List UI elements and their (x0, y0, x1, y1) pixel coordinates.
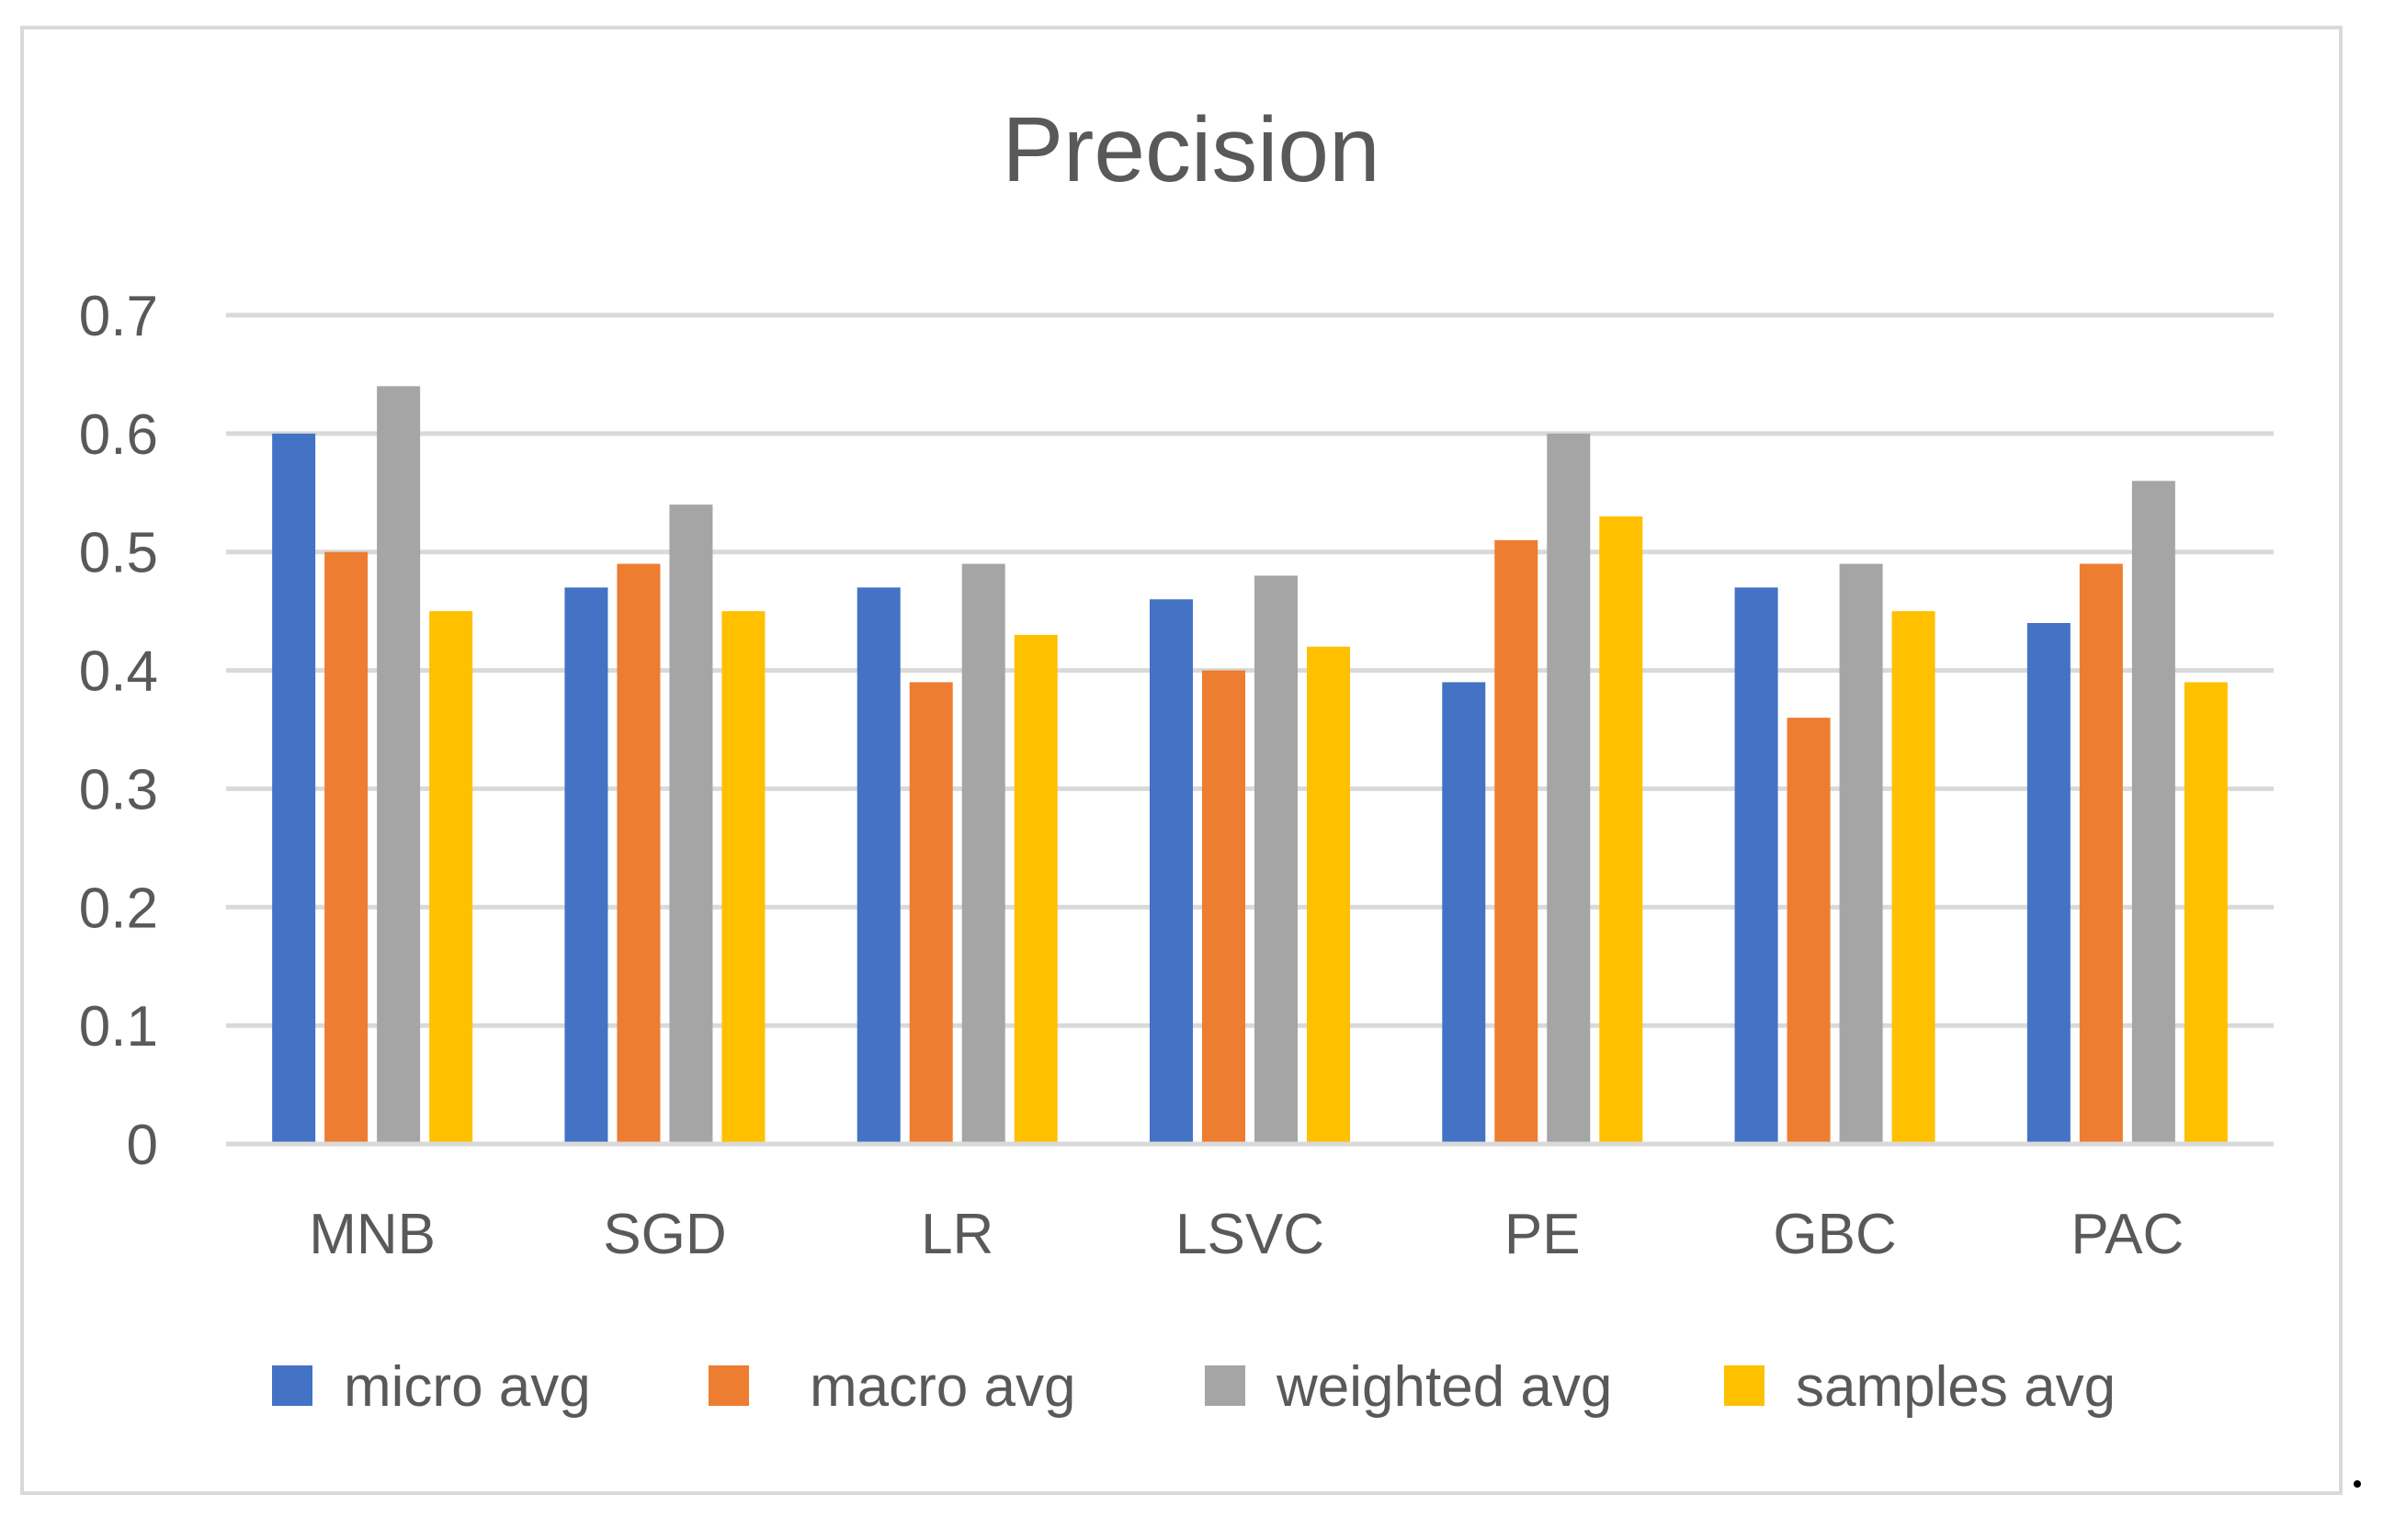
bar-pac-weighted-avg (2131, 481, 2175, 1144)
legend-swatch-macro-avg (709, 1365, 749, 1406)
bar-mnb-micro-avg (272, 433, 316, 1144)
x-category-label: LSVC (1175, 1203, 1324, 1266)
x-category-label: PAC (2071, 1203, 2184, 1266)
x-category-label: PE (1504, 1203, 1581, 1266)
bar-pac-micro-avg (2026, 623, 2071, 1144)
gridlines (226, 312, 2274, 1147)
chart-title: Precision (1002, 98, 1379, 201)
legend-swatch-weighted-avg (1205, 1365, 1245, 1406)
bar-lsvc-weighted-avg (1254, 575, 1298, 1144)
legend-label: samples avg (1796, 1355, 2116, 1419)
legend-swatch-micro-avg (272, 1365, 312, 1406)
bar-lr-samples-avg (1014, 634, 1058, 1144)
bar-gbc-weighted-avg (1839, 563, 1883, 1144)
bar-gbc-samples-avg (1891, 611, 1935, 1144)
bar-gbc-macro-avg (1787, 718, 1831, 1144)
legend: micro avg macro avg weighted avg samples av… (272, 1355, 2116, 1419)
y-axis-ticks: 0 0.1 0.2 0.3 0.4 0.5 0.6 0.7 (79, 285, 158, 1177)
bar-pe-micro-avg (1442, 682, 1486, 1144)
bar-lr-macro-avg (909, 682, 953, 1144)
bar-gbc-micro-avg (1734, 587, 1778, 1144)
x-category-label: GBC (1773, 1203, 1896, 1266)
y-tick-label: 0.5 (79, 522, 158, 585)
bar-pac-samples-avg (2184, 682, 2228, 1144)
bar-mnb-weighted-avg (377, 386, 421, 1144)
y-tick-label: 0 (127, 1114, 158, 1177)
x-category-label: SGD (603, 1203, 726, 1266)
y-tick-label: 0.4 (79, 640, 158, 704)
y-tick-label: 0.1 (79, 995, 158, 1059)
y-tick-label: 0.7 (79, 285, 158, 348)
bar-sgd-macro-avg (617, 563, 661, 1144)
bar-lsvc-micro-avg (1150, 599, 1193, 1144)
x-category-label: LR (921, 1203, 993, 1266)
bar-sgd-micro-avg (564, 587, 608, 1144)
bar-pe-samples-avg (1599, 516, 1643, 1144)
bars (226, 386, 2274, 1147)
bar-mnb-macro-avg (324, 551, 369, 1144)
bar-lr-micro-avg (857, 587, 901, 1144)
x-category-label: MNB (309, 1203, 436, 1266)
legend-label: weighted avg (1276, 1355, 1612, 1419)
legend-swatch-samples-avg (1724, 1365, 1765, 1406)
bar-lsvc-samples-avg (1307, 646, 1350, 1144)
bar-mnb-samples-avg (429, 611, 473, 1144)
y-tick-label: 0.3 (79, 758, 158, 821)
trailing-dot (2354, 1480, 2361, 1488)
bar-lsvc-macro-avg (1202, 670, 1245, 1144)
legend-label: micro avg (344, 1355, 591, 1419)
legend-label: macro avg (810, 1355, 1075, 1419)
x-axis-categories: MNB SGD LR LSVC PE GBC PAC (309, 1203, 2184, 1266)
bar-pac-macro-avg (2079, 563, 2123, 1144)
y-tick-label: 0.2 (79, 877, 158, 940)
bar-pe-macro-avg (1494, 539, 1538, 1144)
bar-sgd-samples-avg (721, 611, 766, 1144)
y-tick-label: 0.6 (79, 403, 158, 467)
bar-sgd-weighted-avg (669, 504, 713, 1144)
bar-lr-weighted-avg (961, 563, 1005, 1144)
bar-pe-weighted-avg (1547, 433, 1591, 1144)
